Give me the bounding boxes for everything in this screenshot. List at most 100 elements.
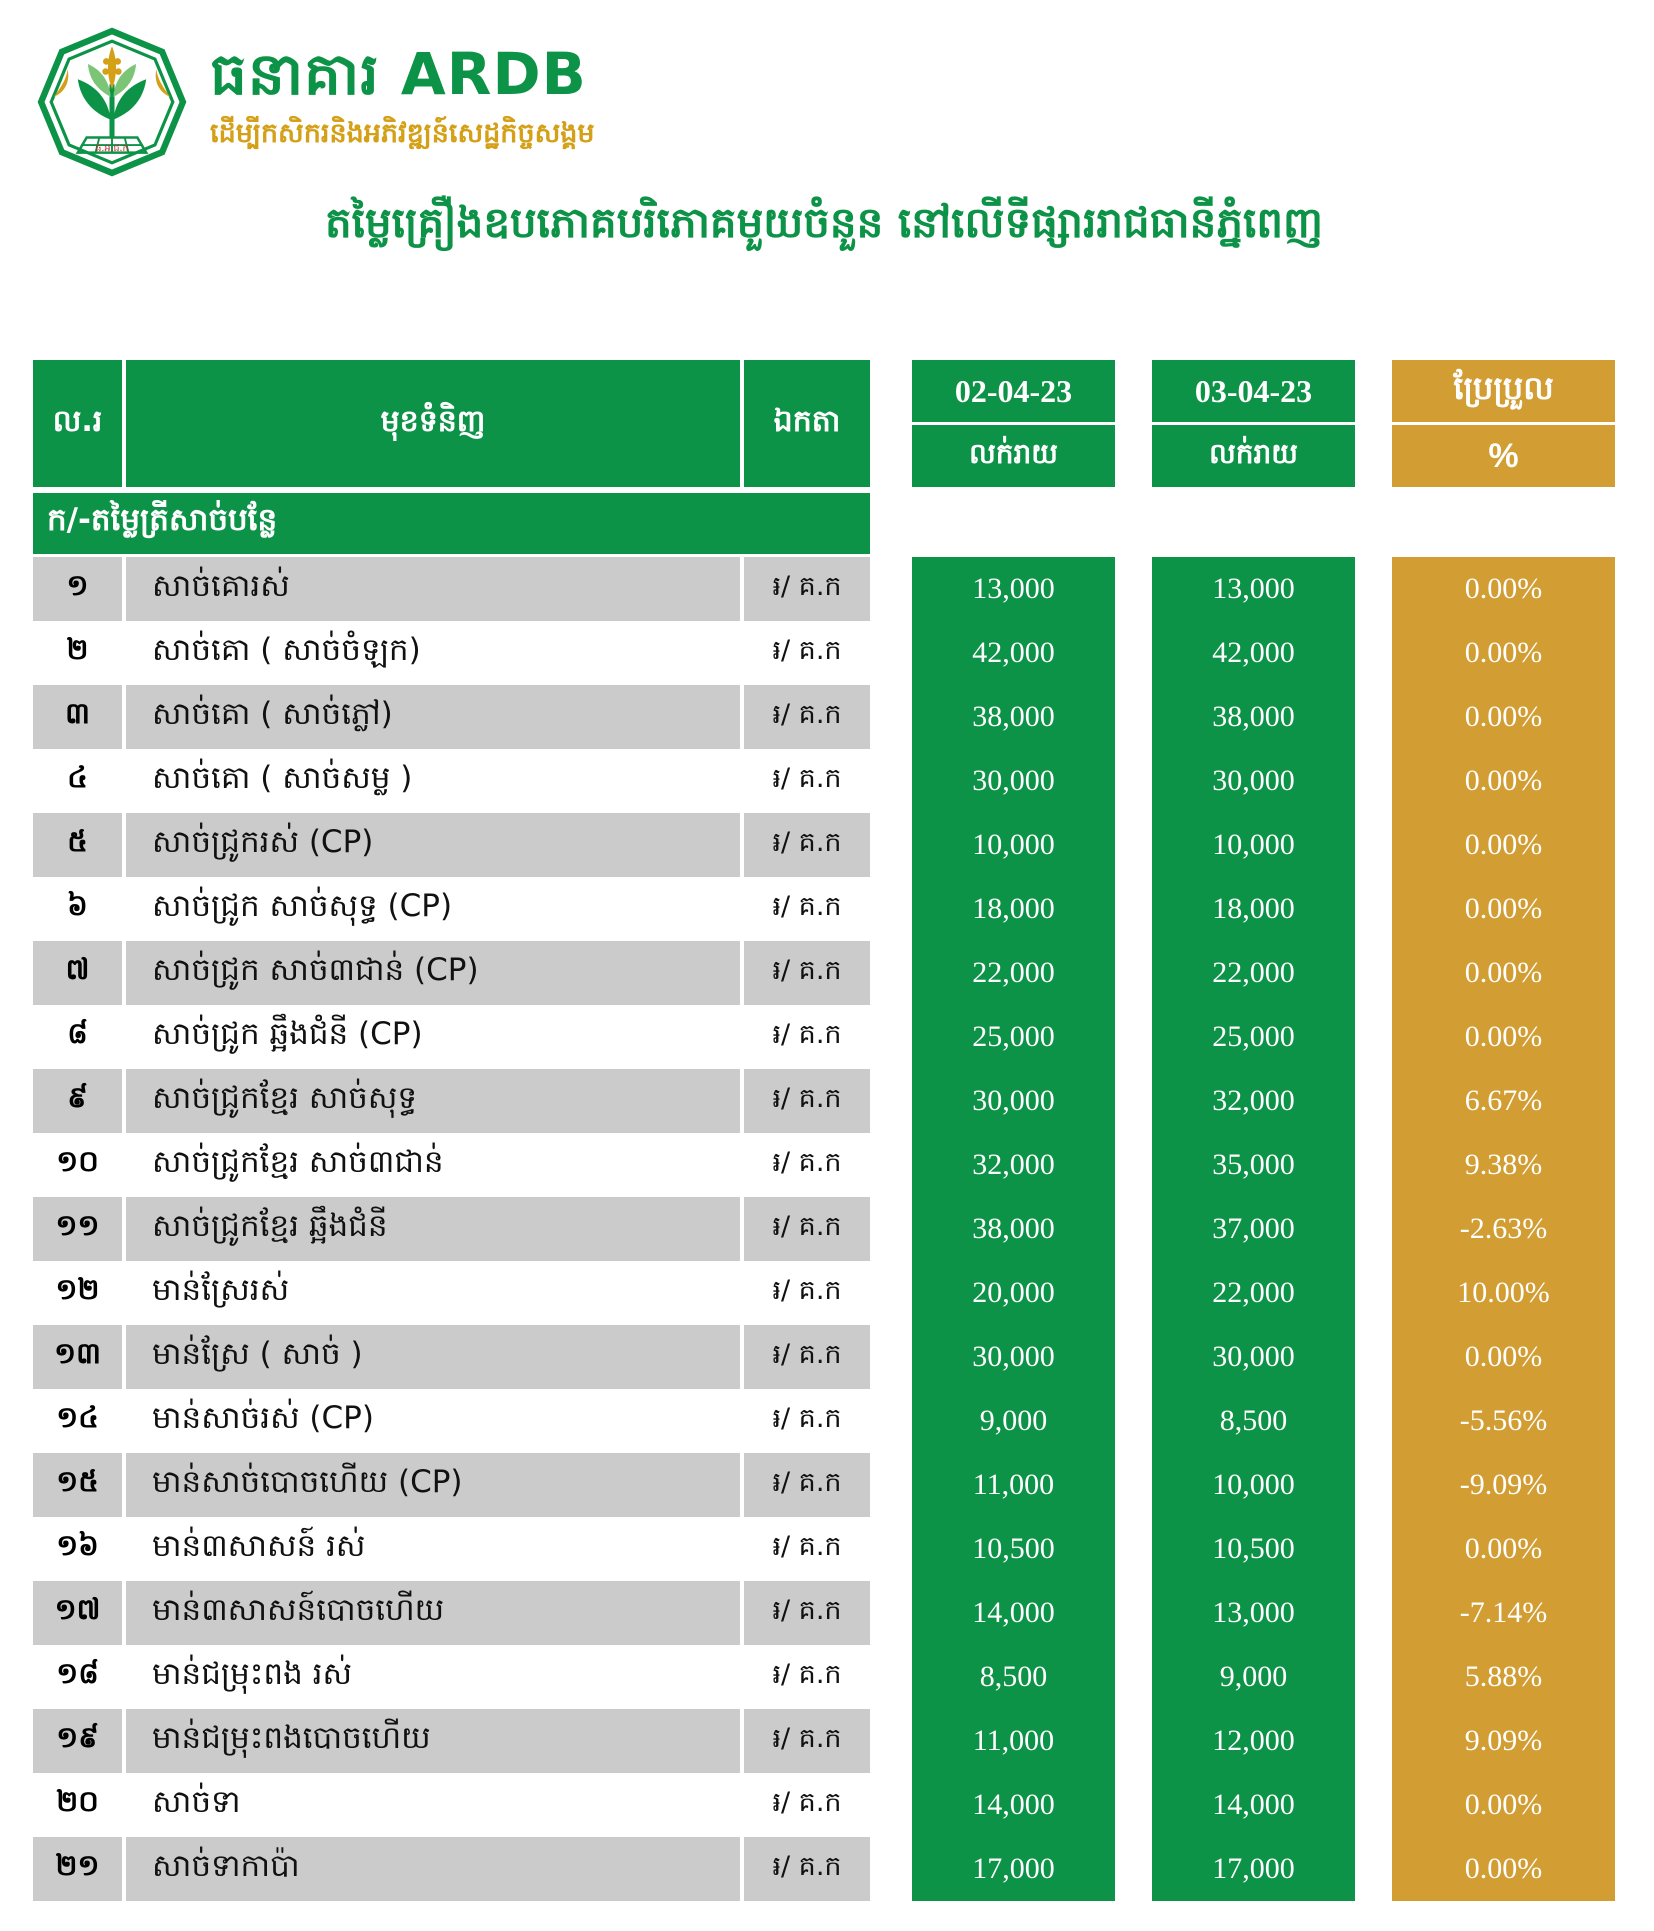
table-row: ១៦ មាន់៣សាសន៍ រស់ ៛/ គ.ក <box>33 1517 870 1581</box>
ardb-logo-icon: ធ.អ.ជ.ក <box>36 22 188 182</box>
price-day2: 18,000 <box>1212 892 1295 925</box>
items-table: ល.រ មុខទំនិញ ឯកតា ក/-តម្លៃត្រីសាច់បន្លែ … <box>33 360 870 1901</box>
price-day2: 32,000 <box>1212 1084 1295 1117</box>
table-row: ៥សាច់ជ្រូករស់ (CP) ៛/ គ.ក <box>33 813 870 877</box>
bank-name: ធនាគារ ARDB <box>210 44 595 105</box>
item-name: មាន់ស្រែរស់ <box>126 1261 740 1325</box>
item-name: សាច់ជ្រូកខ្មែរ សាច់៣ជាន់ <box>126 1133 740 1197</box>
row-number: ១៦ <box>33 1517 122 1581</box>
price-day2: 25,000 <box>1212 1020 1295 1053</box>
item-name: សាច់ទាកាប៉ា <box>126 1837 740 1901</box>
row-number: ២ <box>33 621 122 685</box>
price-day1: 42,000 <box>972 636 1055 669</box>
item-name: សាច់ជ្រូកខ្មែរ ឆ្អឹងជំនី <box>126 1197 740 1261</box>
date-header-day1: 02-04-23 <box>912 360 1115 422</box>
price-table: ល.រ មុខទំនិញ ឯកតា ក/-តម្លៃត្រីសាច់បន្លែ … <box>33 360 1615 1901</box>
item-unit: ៛/ គ.ក <box>744 1517 870 1581</box>
item-name: សាច់ទា <box>126 1773 740 1837</box>
item-name: សាច់ជ្រូក សាច់សុទ្ធ (CP) <box>126 877 740 941</box>
row-number: ៧ <box>33 941 122 1005</box>
price-change: 0.00% <box>1464 572 1543 605</box>
price-day1: 30,000 <box>972 1084 1055 1117</box>
table-row: ១៤ មាន់សាច់រស់ (CP) ៛/ គ.ក <box>33 1389 870 1453</box>
item-name: សាច់ជ្រូក ឆ្អឹងជំនី (CP) <box>126 1005 740 1069</box>
price-change: 6.67% <box>1464 1084 1543 1117</box>
change-column-header: ប្រែប្រួល % <box>1392 360 1615 487</box>
price-day2: 30,000 <box>1212 1340 1295 1373</box>
item-unit: ៛/ គ.ក <box>744 685 870 749</box>
table-row: ១៧ មាន់៣សាសន៍បោចហើយ ៛/ គ.ក <box>33 1581 870 1645</box>
table-row: ៤សាច់គោ ( សាច់សម្ល ) ៛/ គ.ក <box>33 749 870 813</box>
price-day2: 38,000 <box>1212 700 1295 733</box>
table-row: ៣សាច់គោ ( សាច់ភ្លៅ) ៛/ គ.ក <box>33 685 870 749</box>
row-number: ១៥ <box>33 1453 122 1517</box>
price-day1: 18,000 <box>972 892 1055 925</box>
price-values-day2: 13,000 42,000 38,000 30,000 10,000 18,000 22,0… <box>1152 557 1355 1901</box>
price-day2: 14,000 <box>1212 1788 1295 1821</box>
price-change: 0.00% <box>1464 1788 1543 1821</box>
price-column-day2-header: 03-04-23 លក់រាយ <box>1152 360 1355 487</box>
price-column-day1-header: 02-04-23 លក់រាយ <box>912 360 1115 487</box>
price-day2: 9,000 <box>1219 1660 1288 1693</box>
price-day2: 30,000 <box>1212 764 1295 797</box>
row-number: ៦ <box>33 877 122 941</box>
item-unit: ៛/ គ.ក <box>744 1581 870 1645</box>
item-unit: ៛/ គ.ក <box>744 1709 870 1773</box>
price-day1: 30,000 <box>972 764 1055 797</box>
price-change: 5.88% <box>1464 1660 1543 1693</box>
item-unit: ៛/ គ.ក <box>744 1453 870 1517</box>
item-unit: ៛/ គ.ក <box>744 1069 870 1133</box>
price-day2: 13,000 <box>1212 572 1295 605</box>
price-change: -7.14% <box>1459 1596 1548 1629</box>
item-unit: ៛/ គ.ក <box>744 621 870 685</box>
date-header-day2: 03-04-23 <box>1152 360 1355 422</box>
bank-slogan: ដើម្បីកសិករនិងអភិវឌ្ឍន៍សេដ្ឋកិច្ចសង្គម <box>210 117 595 149</box>
row-number: ១ <box>33 557 122 621</box>
item-unit: ៛/ គ.ក <box>744 1389 870 1453</box>
price-change: 0.00% <box>1464 892 1543 925</box>
logo-caption: ធ.អ.ជ.ក <box>95 143 128 154</box>
price-day2: 17,000 <box>1212 1852 1295 1885</box>
item-unit: ៛/ គ.ក <box>744 1005 870 1069</box>
price-day1: 9,000 <box>979 1404 1048 1437</box>
price-day2: 12,000 <box>1212 1724 1295 1757</box>
table-row: ១០ សាច់ជ្រូកខ្មែរ សាច់៣ជាន់ ៛/ គ.ក <box>33 1133 870 1197</box>
header: ធ.អ.ជ.ក ធនាគារ ARDB ដើម្បីកសិករនិងអភិវឌ្… <box>36 22 595 182</box>
price-change: -9.09% <box>1459 1468 1548 1501</box>
row-number: ៨ <box>33 1005 122 1069</box>
change-values: 0.00% 0.00% 0.00% 0.00% 0.00% 0.00% 0.00% 0.00%… <box>1392 557 1615 1901</box>
price-day1: 20,000 <box>972 1276 1055 1309</box>
row-number: ១០ <box>33 1133 122 1197</box>
item-unit: ៛/ គ.ក <box>744 1197 870 1261</box>
item-unit: ៛/ គ.ក <box>744 749 870 813</box>
item-unit: ៛/ គ.ក <box>744 1773 870 1837</box>
price-day2: 13,000 <box>1212 1596 1295 1629</box>
row-number: ៩ <box>33 1069 122 1133</box>
price-day2: 10,000 <box>1212 1468 1295 1501</box>
item-name: មាន់៣សាសន៍បោចហើយ <box>126 1581 740 1645</box>
item-name: សាច់គោ ( សាច់សម្ល ) <box>126 749 740 813</box>
item-name: សាច់គោ ( សាច់ចំឡក) <box>126 621 740 685</box>
item-unit: ៛/ គ.ក <box>744 877 870 941</box>
table-row: ១សាច់គោរស់ ៛/ គ.ក <box>33 557 870 621</box>
price-day1: 25,000 <box>972 1020 1055 1053</box>
row-number: ១១ <box>33 1197 122 1261</box>
price-change: -2.63% <box>1459 1212 1548 1245</box>
row-number: ២១ <box>33 1837 122 1901</box>
price-day1: 13,000 <box>972 572 1055 605</box>
price-day1: 38,000 <box>972 1212 1055 1245</box>
price-day1: 22,000 <box>972 956 1055 989</box>
brand-block: ធនាគារ ARDB ដើម្បីកសិករនិងអភិវឌ្ឍន៍សេដ្ឋ… <box>210 22 595 156</box>
item-unit: ៛/ គ.ក <box>744 941 870 1005</box>
price-change: 9.09% <box>1464 1724 1543 1757</box>
price-change: 0.00% <box>1464 764 1543 797</box>
table-row: ១៣ មាន់ស្រែ ( សាច់ ) ៛/ គ.ក <box>33 1325 870 1389</box>
table-row: ៨សាច់ជ្រូក ឆ្អឹងជំនី (CP) ៛/ គ.ក <box>33 1005 870 1069</box>
price-day1: 14,000 <box>972 1788 1055 1821</box>
col-header-item: មុខទំនិញ <box>126 360 740 487</box>
row-number: ៣ <box>33 685 122 749</box>
table-row: ១២ មាន់ស្រែរស់ ៛/ គ.ក <box>33 1261 870 1325</box>
items-table-header: ល.រ មុខទំនិញ ឯកតា <box>33 360 870 487</box>
row-number: ១៩ <box>33 1709 122 1773</box>
